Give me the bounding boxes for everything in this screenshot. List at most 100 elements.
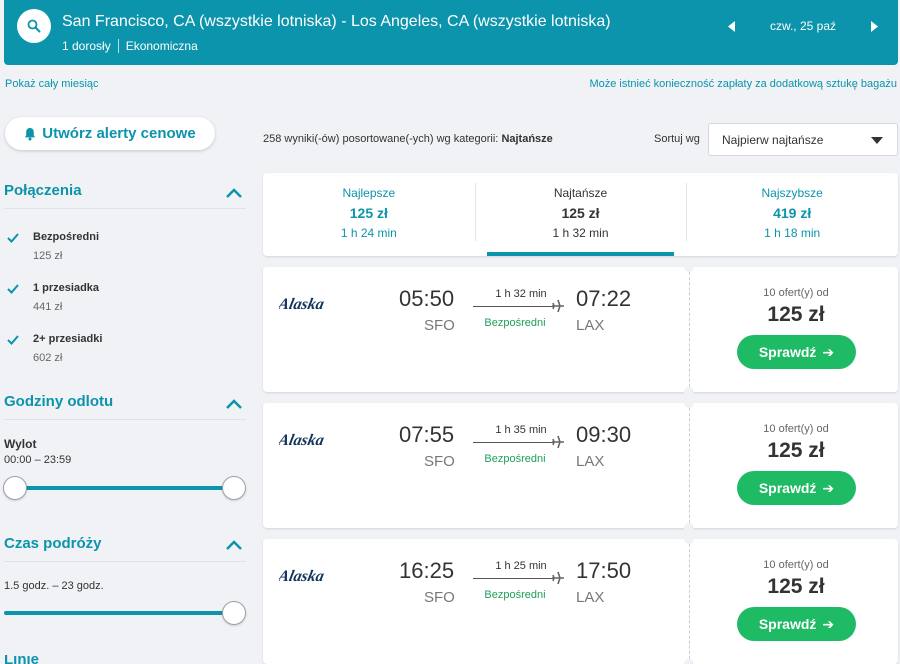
- sort-selected-value: Najpierw najtańsze: [722, 132, 824, 147]
- card-divider: [689, 403, 690, 528]
- card-notch: [684, 262, 694, 272]
- connections-title: Połączenia: [4, 182, 82, 199]
- sort-label: Sortuj wg: [654, 133, 700, 145]
- selected-date: czw., 25 paź: [769, 19, 837, 33]
- sort-tabs: Najlepsze 125 zł 1 h 24 min Najtańsze 12…: [263, 173, 898, 256]
- arrival-airport: LAX: [576, 317, 605, 334]
- airlines-title-clipped: Linie lotnicze: [4, 655, 40, 664]
- card-divider: [689, 267, 690, 392]
- arrow-right-icon: ➔: [822, 343, 835, 360]
- card-notch: [684, 534, 694, 544]
- section-divider: [4, 208, 246, 209]
- airline-logo: Alaska: [279, 432, 326, 449]
- travel-time-slider-track[interactable]: [4, 611, 236, 615]
- tab-duration: 1 h 32 min: [552, 226, 609, 240]
- flight-price: 125 zł: [767, 575, 825, 598]
- connection-option-label: 1 przesiadka: [33, 282, 100, 294]
- flight-price: 125 zł: [767, 439, 825, 462]
- departure-airport: SFO: [424, 453, 455, 470]
- departure-slider-track[interactable]: [14, 486, 236, 490]
- departure-slider-max-handle[interactable]: [222, 476, 246, 500]
- departure-time: 16:25: [399, 558, 455, 583]
- bell-icon: [25, 127, 36, 140]
- tab-fastest[interactable]: Najszybsze 419 zł 1 h 18 min: [686, 173, 898, 256]
- results-count: 258 wyniki(-ów) posortowane(-ych) wg kat…: [263, 133, 553, 145]
- card-divider: [689, 539, 690, 664]
- caret-left-icon: [728, 20, 735, 32]
- tab-best[interactable]: Najlepsze 125 zł 1 h 24 min: [263, 173, 475, 256]
- tab-price: 125 zł: [349, 205, 388, 221]
- search-icon: [27, 19, 41, 33]
- chevron-up-icon[interactable]: [224, 538, 244, 552]
- arrival-airport: LAX: [576, 589, 605, 606]
- sort-dropdown[interactable]: Najpierw najtańsze: [708, 123, 898, 156]
- tab-price: 125 zł: [561, 205, 600, 221]
- card-notch: [684, 659, 694, 664]
- travel-time-range: 1.5 godz. – 23 godz.: [4, 580, 104, 592]
- connection-option-price: 602 zł: [33, 352, 63, 364]
- departure-airport: SFO: [424, 317, 455, 334]
- connection-option-label: 2+ przesiadki: [33, 333, 103, 345]
- results-count-text: 258 wyniki(-ów) posortowane(-ych) wg kat…: [263, 133, 499, 145]
- departure-times-title: Godziny odlotu: [4, 393, 114, 410]
- create-price-alert-button[interactable]: Utwórz alerty cenowe: [5, 117, 215, 150]
- arrival-time: 17:50: [576, 558, 632, 583]
- tab-cheapest[interactable]: Najtańsze 125 zł 1 h 32 min: [474, 173, 687, 256]
- checkbox-two-plus-stops[interactable]: [6, 333, 20, 347]
- route-line: [473, 578, 553, 579]
- flight-result-card[interactable]: Alaska 16:25 SFO 1 h 25 min Bezpośredni …: [263, 534, 898, 664]
- stops-info: Bezpośredni: [484, 589, 546, 601]
- card-notch: [684, 523, 694, 533]
- check-deal-button[interactable]: Sprawdź ➔: [737, 335, 856, 369]
- next-date-button[interactable]: [864, 16, 884, 36]
- previous-date-button[interactable]: [722, 16, 742, 36]
- offers-count: 10 ofert(y) od: [763, 559, 829, 571]
- tab-label: Najtańsze: [553, 186, 608, 200]
- plane-icon: [552, 299, 564, 313]
- stops-info: Bezpośredni: [484, 453, 546, 465]
- check-deal-button[interactable]: Sprawdź ➔: [737, 607, 856, 641]
- caret-down-icon: [871, 137, 883, 144]
- connection-option-price: 441 zł: [33, 301, 63, 313]
- departure-range: 00:00 – 23:59: [4, 454, 72, 466]
- arrival-time: 09:30: [576, 422, 632, 447]
- flight-duration: 1 h 35 min: [495, 424, 547, 436]
- cabin-class: Ekonomiczna: [125, 39, 198, 53]
- svg-text:Alaska: Alaska: [279, 568, 326, 585]
- chevron-up-icon[interactable]: [224, 186, 244, 200]
- flight-result-card[interactable]: Alaska 07:55 SFO 1 h 35 min Bezpośredni …: [263, 398, 898, 533]
- arrival-time: 07:22: [576, 286, 632, 311]
- flight-price: 125 zł: [767, 303, 825, 326]
- offers-count: 10 ofert(y) od: [763, 423, 829, 435]
- check-deal-button[interactable]: Sprawdź ➔: [737, 471, 856, 505]
- route-title[interactable]: San Francisco, CA (wszystkie lotniska) -…: [62, 13, 611, 30]
- trip-details[interactable]: 1 dorosły Ekonomiczna: [62, 39, 198, 53]
- travel-time-slider-max-handle[interactable]: [222, 601, 246, 625]
- checkbox-one-stop[interactable]: [6, 282, 20, 296]
- checkbox-direct[interactable]: [6, 231, 20, 245]
- plane-icon: [552, 435, 564, 449]
- departure-slider-min-handle[interactable]: [3, 476, 27, 500]
- offers-count: 10 ofert(y) od: [763, 287, 829, 299]
- flight-duration: 1 h 32 min: [495, 288, 547, 300]
- flight-result-card[interactable]: Alaska 05:50 SFO 1 h 32 min Bezpośredni …: [263, 262, 898, 397]
- arrow-right-icon: ➔: [822, 479, 835, 496]
- passenger-count: 1 dorosły: [62, 39, 111, 53]
- departure-airport: SFO: [424, 589, 455, 606]
- search-header: San Francisco, CA (wszystkie lotniska) -…: [4, 0, 898, 65]
- section-divider: [4, 561, 246, 562]
- svg-text:Alaska: Alaska: [279, 432, 326, 449]
- date-navigator: czw., 25 paź: [722, 16, 884, 36]
- baggage-fee-link[interactable]: Może istnieć konieczność zapłaty za doda…: [589, 78, 897, 90]
- travel-time-title: Czas podróży: [4, 535, 102, 552]
- chevron-up-icon[interactable]: [224, 397, 244, 411]
- connection-option-price: 125 zł: [33, 250, 63, 262]
- tab-label: Najszybsze: [761, 186, 823, 200]
- airline-logo: Alaska: [279, 568, 326, 585]
- tab-duration: 1 h 24 min: [340, 226, 397, 240]
- separator: [117, 39, 119, 53]
- route-line: [473, 442, 553, 443]
- search-button[interactable]: [17, 9, 51, 43]
- plane-icon: [552, 571, 564, 585]
- show-month-link[interactable]: Pokaż cały miesiąc: [5, 78, 99, 90]
